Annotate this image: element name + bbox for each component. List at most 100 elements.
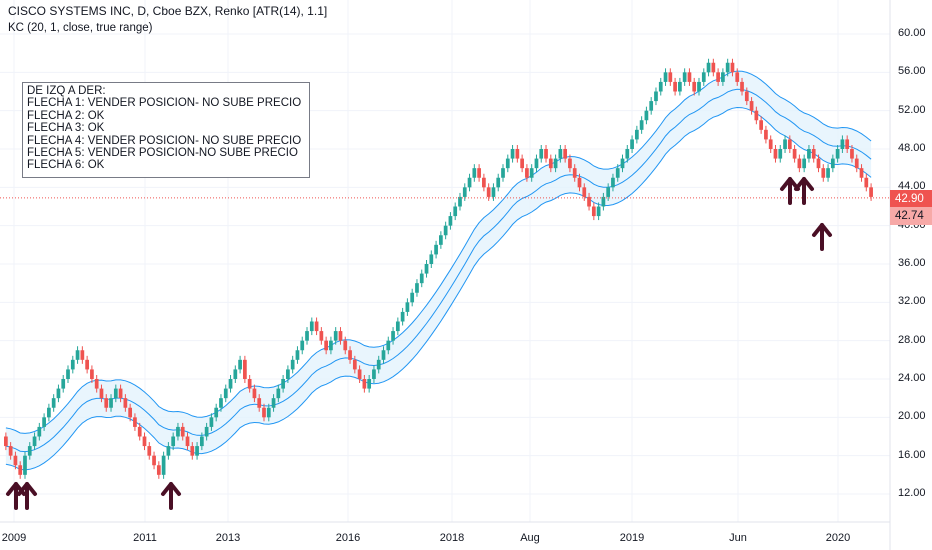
- brick-up: [606, 187, 611, 197]
- brick-down: [730, 62, 735, 73]
- brick-down: [792, 149, 797, 159]
- brick-down: [572, 168, 577, 178]
- brick-up: [372, 369, 376, 379]
- brick-down: [80, 350, 85, 360]
- note-line: FLECHA 4: VENDER POSICION- NO SUBE PRECI…: [27, 134, 302, 147]
- brick-down: [816, 158, 821, 169]
- brick-up: [204, 426, 209, 437]
- brick-up: [615, 168, 620, 178]
- brick-down: [18, 465, 23, 475]
- arrow-flecha-4-icon: [780, 177, 800, 205]
- brick-down: [744, 91, 749, 102]
- brick-up: [491, 187, 496, 197]
- brick-up: [835, 149, 840, 159]
- note-line: FLECHA 5: VENDER POSICION-NO SUBE PRECIO: [27, 147, 298, 160]
- channel-middle: [5, 88, 872, 453]
- brick-down: [123, 398, 128, 408]
- y-tick-label: 52.00: [898, 103, 926, 116]
- brick-down: [548, 158, 553, 169]
- brick-down: [338, 331, 343, 341]
- renko-bricks: [4, 58, 873, 479]
- brick-down: [85, 359, 89, 370]
- brick-up: [113, 388, 118, 399]
- brick-up: [505, 158, 510, 169]
- brick-down: [486, 187, 491, 197]
- indicator-label: KC (20, 1, close, true range): [8, 22, 153, 34]
- annotation-arrows: [6, 177, 832, 510]
- brick-up: [419, 273, 424, 284]
- brick-down: [180, 426, 185, 437]
- brick-down: [821, 168, 826, 178]
- brick-up: [625, 149, 630, 159]
- brick-down: [133, 417, 137, 427]
- brick-up: [496, 177, 501, 188]
- brick-down: [740, 81, 744, 92]
- x-tick-label: 2013: [215, 532, 241, 544]
- brick-up: [630, 139, 634, 149]
- brick-up: [166, 446, 171, 456]
- brick-up: [830, 158, 835, 169]
- brick-up: [458, 196, 462, 207]
- brick-up: [678, 81, 682, 92]
- y-tick-label: 60.00: [898, 27, 926, 39]
- y-tick-label: 24.00: [898, 372, 926, 384]
- brick-up: [472, 168, 477, 178]
- brick-up: [61, 379, 66, 389]
- brick-down: [692, 81, 697, 92]
- brick-down: [147, 446, 152, 456]
- brick-up: [238, 359, 242, 370]
- y-tick-label: 16.00: [898, 448, 926, 461]
- brick-up: [654, 91, 658, 102]
- brick-up: [305, 331, 309, 341]
- brick-up: [233, 369, 238, 379]
- brick-down: [348, 350, 352, 360]
- brick-down: [314, 321, 319, 332]
- brick-down: [156, 465, 161, 475]
- brick-down: [811, 149, 816, 159]
- brick-down: [520, 158, 524, 169]
- brick-down: [568, 158, 572, 169]
- brick-up: [66, 369, 70, 379]
- brick-down: [687, 72, 692, 82]
- y-tick-label: 48.00: [898, 142, 926, 154]
- brick-up: [109, 398, 113, 408]
- brick-up: [51, 398, 56, 408]
- brick-up: [75, 350, 80, 360]
- brick-up: [27, 446, 32, 456]
- brick-up: [281, 379, 285, 389]
- x-tick-label: 2018: [439, 532, 465, 544]
- brick-up: [596, 206, 601, 217]
- brick-up: [199, 436, 204, 447]
- brick-up: [415, 283, 419, 293]
- brick-up: [663, 72, 668, 82]
- note-line: FLECHA 2: OK: [27, 109, 105, 122]
- keltner-channel: [5, 70, 872, 471]
- brick-up: [778, 149, 783, 159]
- brick-down: [563, 149, 568, 159]
- brick-down: [13, 455, 18, 466]
- x-tick-label: 2020: [825, 532, 851, 544]
- last-price-tag: 42.90: [890, 190, 932, 208]
- y-tick-label: 12.00: [898, 487, 926, 499]
- channel-lower: [5, 106, 872, 471]
- brick-up: [462, 187, 467, 197]
- brick-up: [682, 72, 687, 82]
- brick-up: [286, 369, 290, 379]
- brick-down: [759, 120, 764, 130]
- brick-up: [529, 168, 534, 178]
- brick-down: [118, 388, 123, 399]
- brick-up: [209, 417, 214, 427]
- brick-down: [673, 81, 677, 92]
- note-line: FLECHA 6: OK: [27, 159, 105, 172]
- brick-up: [56, 388, 61, 399]
- brick-down: [754, 110, 759, 121]
- y-tick-label: 32.00: [898, 295, 926, 308]
- brick-up: [42, 417, 46, 427]
- brick-up: [195, 446, 199, 456]
- y-tick-label: 56.00: [898, 65, 926, 78]
- brick-down: [90, 369, 94, 379]
- brick-down: [262, 407, 266, 418]
- note-line: FLECHA 3: OK: [27, 122, 105, 135]
- brick-up: [611, 177, 615, 188]
